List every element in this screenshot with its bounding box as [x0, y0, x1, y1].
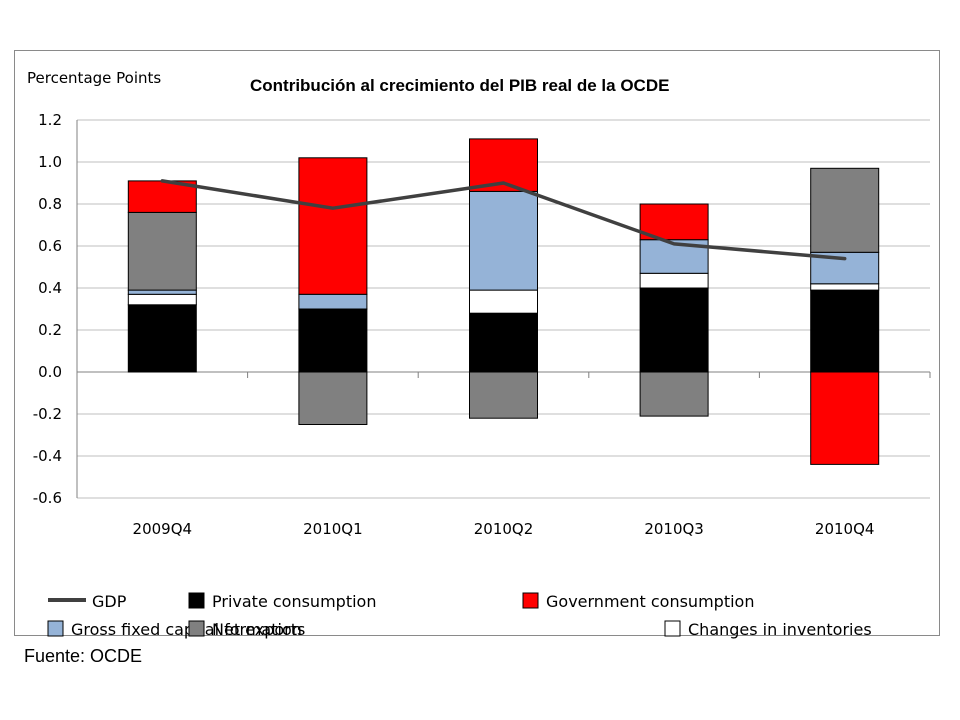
bar-segment: [639, 272, 709, 289]
legend-label: Government consumption: [546, 592, 754, 611]
bar-segment: [298, 371, 368, 425]
bar-segment: [298, 308, 368, 373]
y-tick-label: 0.2: [38, 321, 62, 339]
y-tick-label: 0.0: [38, 363, 62, 381]
legend-swatch: [188, 592, 205, 609]
y-tick-label: -0.2: [33, 405, 62, 423]
bar-segment: [469, 371, 538, 419]
bar-segment: [469, 289, 538, 314]
bar-segment: [810, 167, 880, 253]
bar-segment: [810, 289, 880, 373]
legend-label: Changes in inventories: [688, 620, 872, 639]
chart-title: Contribución al crecimiento del PIB real…: [250, 76, 670, 95]
legend-swatch: [188, 620, 205, 637]
bar-segment: [639, 203, 709, 241]
legend-label: Private consumption: [212, 592, 376, 611]
gdp-line: [160, 179, 847, 261]
bar-segment: [298, 293, 368, 310]
y-tick-label: 1.2: [38, 111, 62, 129]
bar-segment: [469, 190, 538, 291]
bar-segment: [639, 371, 709, 417]
bar-segment: [469, 312, 538, 373]
legend-label: Gross fixed capital formation: [71, 620, 302, 639]
legend-swatch: [664, 620, 681, 637]
x-tick-label: 2010Q2: [474, 520, 534, 538]
x-tick-label: 2010Q1: [303, 520, 363, 538]
y-axis-title: Percentage Points: [27, 69, 161, 87]
bar-segment: [127, 289, 197, 295]
bar-segment: [298, 157, 368, 295]
x-tick-label: 2010Q3: [644, 520, 704, 538]
bar-segment: [639, 287, 709, 373]
bar-segment: [127, 304, 197, 373]
y-tick-label: 0.6: [38, 237, 62, 255]
legend-label: Net exports: [212, 620, 305, 639]
legend-label: GDP: [92, 592, 127, 611]
y-tick-label: -0.6: [33, 489, 62, 507]
x-tick-label: 2010Q4: [815, 520, 875, 538]
y-tick-label: 1.0: [38, 153, 62, 171]
bar-segment: [127, 211, 197, 291]
source-note: Fuente: OCDE: [24, 646, 143, 666]
legend-swatch: [47, 620, 64, 637]
legend-swatch: [522, 592, 539, 609]
bar-segment: [810, 283, 880, 291]
y-tick-label: 0.8: [38, 195, 62, 213]
x-tick-label: 2009Q4: [133, 520, 193, 538]
y-tick-label: 0.4: [38, 279, 62, 297]
bar-segment: [127, 293, 197, 306]
y-tick-label: -0.4: [33, 447, 62, 465]
bar-segment: [810, 371, 880, 465]
